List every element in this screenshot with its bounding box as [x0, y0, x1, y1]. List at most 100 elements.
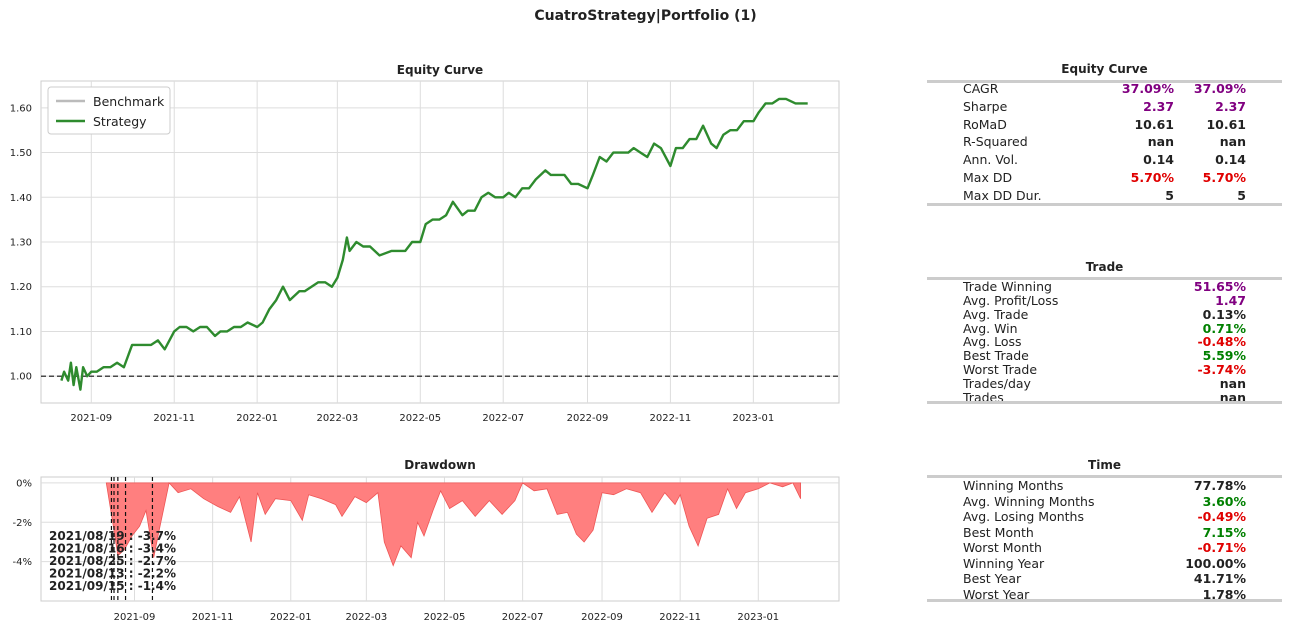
drawdown-x-tick-label: 2021-09 [114, 612, 156, 623]
stat-value: 1.78% [1202, 586, 1246, 602]
time-stats-top-rule [927, 475, 1282, 478]
drawdown-area [105, 482, 801, 567]
stat-row: Avg. Profit/Loss 1.47 [963, 293, 1246, 308]
stat-value: 77.78% [1193, 478, 1246, 493]
stat-row: Ann. Vol. 0.14 0.14 [963, 152, 1246, 167]
stat-value: 5.59% [1202, 348, 1246, 364]
stat-row: Worst Year 1.78% [963, 586, 1246, 602]
drawdown-x-tick-label: 2022-01 [270, 612, 312, 623]
stat-row: Worst Trade -3.74% [963, 363, 1246, 377]
stat-label: Avg. Loss [963, 334, 1022, 350]
legend-strategy-label: Strategy [93, 114, 147, 129]
stat-label: Best Month [963, 524, 1034, 540]
equity-stats-title: Equity Curve [1061, 62, 1148, 76]
stat-label: CAGR [963, 81, 999, 96]
trade-stats-top-rule [927, 277, 1282, 280]
stat-row: Avg. Loss -0.48% [963, 335, 1246, 349]
time-stats-panel: Time Winning Months 77.78% Avg. Winning Mo… [927, 458, 1282, 608]
stat-value: 100.00% [1185, 555, 1246, 571]
equity-stats-bottom-rule [927, 203, 1282, 206]
equity-x-tick-label: 2023-01 [732, 413, 774, 424]
stat-row: Best Month 7.15% [963, 524, 1246, 540]
stat-value-portfolio: 10.61 [1206, 116, 1246, 132]
stat-row: Best Year 41.71% [963, 572, 1246, 586]
stat-label: Winning Months [963, 478, 1064, 493]
stat-value-strategy: 2.37 [1143, 98, 1174, 114]
drawdown-annotation-label: 2021/09/15 : -1.4% [49, 579, 176, 593]
stat-value: 3.60% [1202, 493, 1246, 509]
equity-x-tick-label: 2022-05 [399, 413, 441, 424]
stat-value: -0.49% [1197, 509, 1246, 524]
stat-value-portfolio: 37.09% [1193, 81, 1246, 96]
stat-label: Avg. Losing Months [963, 509, 1084, 524]
stat-row: Avg. Win 0.71% [963, 320, 1246, 336]
equity-y-tick-label: 1.30 [10, 238, 32, 249]
drawdown-x-tick-label: 2022-09 [581, 612, 623, 623]
stat-row: Winning Months 77.78% [963, 479, 1246, 493]
equity-y-tick-label: 1.40 [10, 193, 32, 204]
stat-value: -0.71% [1197, 540, 1246, 555]
stat-label: Trades [963, 389, 1004, 405]
stat-row: Trades/day nan [963, 375, 1246, 391]
stat-label: Trade Winning [963, 279, 1052, 294]
equity-grid [41, 81, 839, 403]
stat-value-portfolio: 0.14 [1215, 152, 1246, 168]
drawdown-y-tick-label: -4% [13, 557, 32, 568]
legend-benchmark-label: Benchmark [93, 94, 165, 109]
stat-value: -0.48% [1197, 334, 1246, 350]
trade-stats-panel: Trade Trade Winning 51.65% Avg. Profit/Los… [927, 260, 1282, 410]
stat-row: Sharpe 2.37 2.37 [963, 99, 1246, 114]
stat-value-strategy: 5 [1165, 187, 1174, 203]
stat-label: Max DD [963, 170, 1013, 185]
stat-label: Worst Trade [963, 362, 1038, 378]
drawdown-y-tick-label: 0% [16, 478, 32, 489]
trade-stats-title: Trade [1085, 260, 1124, 274]
stat-row: Avg. Winning Months 3.60% [963, 493, 1246, 509]
trade-stats-bottom-rule [927, 401, 1282, 404]
drawdown-x-tick-label: 2022-11 [659, 612, 701, 623]
stat-value-strategy: nan [1147, 134, 1174, 150]
stat-label: Winning Year [963, 555, 1045, 571]
stat-row: R-Squared nan nan [963, 134, 1246, 149]
equity-x-tick-label: 2022-11 [650, 413, 692, 424]
equity-y-tick-label: 1.00 [10, 372, 32, 383]
stat-value-portfolio: 2.37 [1215, 98, 1246, 114]
drawdown-annotations: 2021/08/19 : -3.7%2021/08/16 : -3.4%2021… [49, 529, 176, 593]
equity-x-tick-label: 2022-03 [316, 413, 358, 424]
stat-row: Avg. Losing Months -0.49% [963, 510, 1246, 524]
drawdown-y-tick-label: -2% [13, 518, 32, 529]
equity-x-tick-label: 2022-01 [236, 413, 278, 424]
stat-value: 0.71% [1202, 320, 1246, 336]
drawdown-x-tick-label: 2022-07 [502, 612, 544, 623]
stat-value: nan [1219, 375, 1246, 391]
stat-value: -3.74% [1197, 362, 1246, 378]
stat-value-strategy: 37.09% [1121, 81, 1174, 96]
stat-value: 41.71% [1193, 571, 1246, 586]
stat-label: R-Squared [963, 134, 1028, 150]
equity-y-tick-label: 1.10 [10, 327, 32, 338]
equity-y-tick-label: 1.20 [10, 282, 32, 293]
drawdown-annotation-label: 2021/08/16 : -3.4% [49, 542, 176, 556]
stat-label: Avg. Trade [963, 306, 1029, 322]
stat-value: nan [1219, 389, 1246, 405]
stat-row: Avg. Trade 0.13% [963, 306, 1246, 322]
equity-legend[interactable]: Benchmark Strategy [47, 86, 171, 135]
stat-label: Best Trade [963, 348, 1029, 364]
drawdown-chart-title: Drawdown [404, 458, 476, 472]
stat-value: 51.65% [1193, 279, 1246, 294]
stat-value: 0.13% [1202, 306, 1246, 322]
equity-stats-panel: Equity Curve CAGR 37.09% 37.09% Sharpe 2.37 2… [927, 62, 1282, 212]
stat-label: Best Year [963, 571, 1022, 586]
equity-stats-top-rule [927, 80, 1282, 83]
stat-row: Max DD 5.70% 5.70% [963, 170, 1246, 185]
stat-value-portfolio: 5.70% [1202, 170, 1246, 185]
drawdown-annotation-label: 2021/08/25 : -2.7% [49, 554, 176, 568]
stat-row: Winning Year 100.00% [963, 555, 1246, 571]
stat-label: Trades/day [963, 375, 1031, 391]
strategy-series-line [60, 97, 808, 391]
stat-value-strategy: 10.61 [1134, 116, 1174, 132]
stat-value-strategy: 0.14 [1143, 152, 1174, 168]
stat-label: Ann. Vol. [963, 152, 1019, 168]
figure-title: CuatroStrategy|Portfolio (1) [534, 8, 757, 24]
